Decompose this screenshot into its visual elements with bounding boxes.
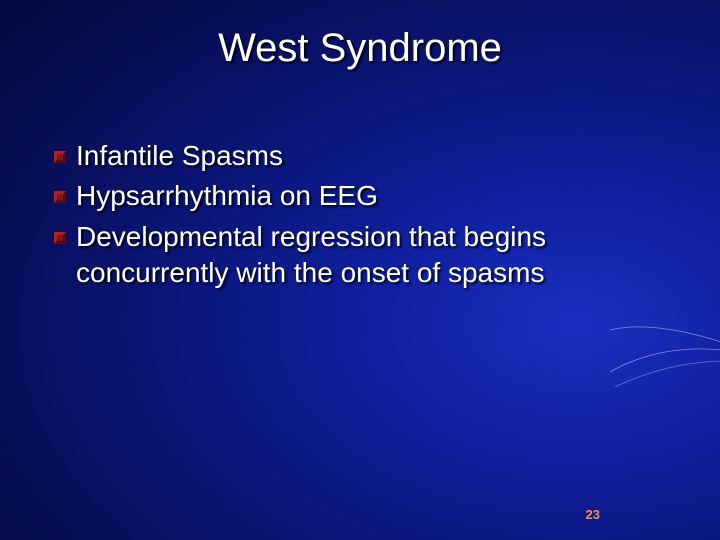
bullet-icon [54,191,66,203]
slide: West Syndrome Infantile Spasms Hypsarrhy… [0,0,720,540]
bullet-icon [54,151,66,163]
bullet-text: Infantile Spasms [76,138,283,174]
bullet-text: Hypsarrhythmia on EEG [76,178,378,214]
slide-title: West Syndrome [0,26,720,71]
page-number: 23 [586,507,600,522]
bullet-item: Developmental regression that begins con… [54,219,670,292]
swoosh-decoration [610,312,720,387]
slide-bullets: Infantile Spasms Hypsarrhythmia on EEG D… [54,138,670,296]
bullet-text: Developmental regression that begins con… [76,219,670,292]
bullet-item: Infantile Spasms [54,138,670,174]
bullet-icon [54,232,66,244]
bullet-item: Hypsarrhythmia on EEG [54,178,670,214]
